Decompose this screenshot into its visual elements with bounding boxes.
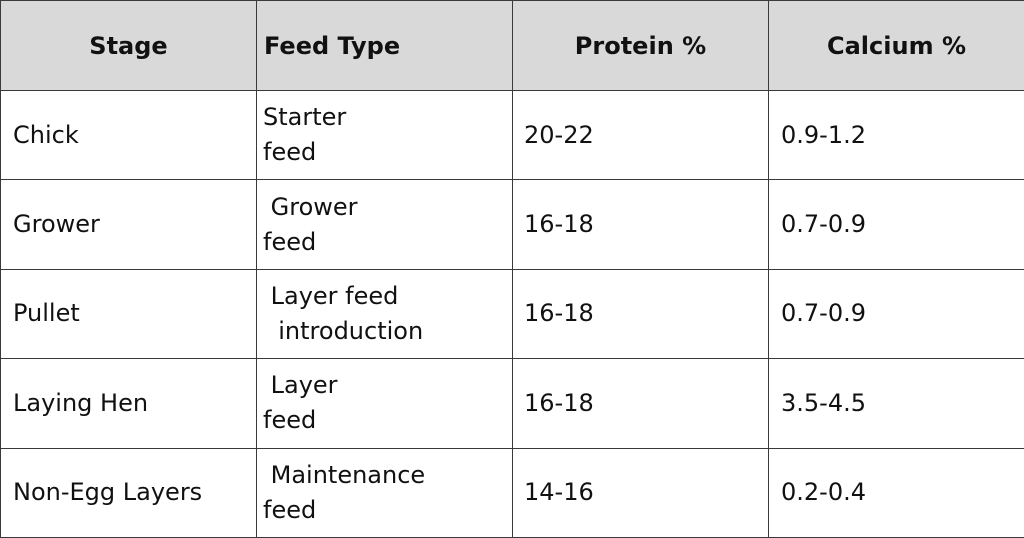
cell-calcium: 3.5-4.5: [768, 358, 1024, 449]
table-body: Chick Starter feed 20-22 0.9-1.2 Grower …: [0, 89, 1024, 538]
cell-feed-type: Layer feed: [256, 358, 513, 449]
cell-stage: Non-Egg Layers: [0, 447, 257, 538]
cell-feed-type: Maintenance feed: [256, 447, 513, 538]
cell-calcium: 0.7-0.9: [768, 179, 1024, 270]
cell-calcium: 0.7-0.9: [768, 268, 1024, 360]
header-feed-type: Feed Type: [256, 0, 513, 91]
cell-protein: 16-18: [512, 179, 769, 270]
table-row: Chick Starter feed 20-22 0.9-1.2: [0, 89, 1024, 181]
cell-protein: 16-18: [512, 268, 769, 360]
cell-feed-type: Layer feed introduction: [256, 268, 513, 360]
header-protein: Protein %: [512, 0, 769, 91]
header-row: Stage Feed Type Protein % Calcium %: [0, 0, 1024, 91]
table-row: Laying Hen Layer feed 16-18 3.5-4.5: [0, 358, 1024, 449]
header-calcium: Calcium %: [768, 0, 1024, 91]
cell-stage: Chick: [0, 89, 257, 181]
cell-stage: Laying Hen: [0, 358, 257, 449]
cell-calcium: 0.9-1.2: [768, 89, 1024, 181]
cell-protein: 14-16: [512, 447, 769, 538]
cell-feed-type: Grower feed: [256, 179, 513, 270]
cell-stage: Pullet: [0, 268, 257, 360]
cell-protein: 20-22: [512, 89, 769, 181]
cell-calcium: 0.2-0.4: [768, 447, 1024, 538]
cell-stage: Grower: [0, 179, 257, 270]
cell-protein: 16-18: [512, 358, 769, 449]
table-row: Pullet Layer feed introduction 16-18 0.7…: [0, 268, 1024, 360]
table-header: Stage Feed Type Protein % Calcium %: [0, 0, 1024, 91]
cell-feed-type: Starter feed: [256, 89, 513, 181]
table-row: Non-Egg Layers Maintenance feed 14-16 0.…: [0, 447, 1024, 538]
table-row: Grower Grower feed 16-18 0.7-0.9: [0, 179, 1024, 270]
header-stage: Stage: [0, 0, 257, 91]
